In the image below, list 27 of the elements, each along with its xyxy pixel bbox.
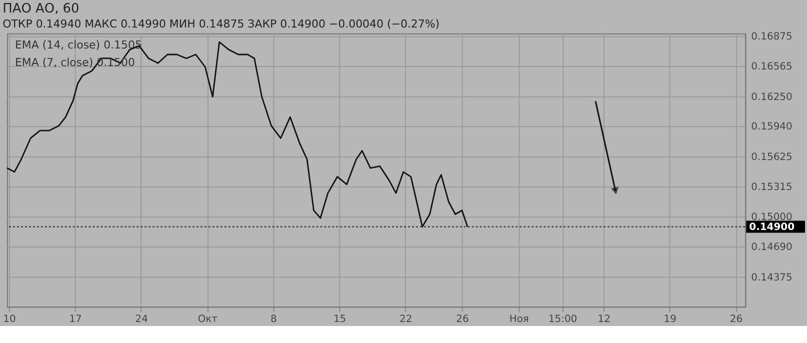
x-tick-label: 26 [730,314,743,326]
x-tick-label: 24 [135,314,148,326]
x-tick-label: 22 [400,314,412,326]
x-tick-label: 15:00 [548,314,578,326]
annotation: EMA (7, close) 0.1500 [14,56,135,70]
y-tick-label: 0.16565 [751,62,792,73]
y-tick-label: 0.15315 [751,182,792,193]
chart-subtitle: ОТКР 0.14940 МАКС 0.14990 МИН 0.14875 ЗАКР 0.14900 −0.00040 (−0.27%) [2,18,440,31]
x-tick-label: 10 [3,314,16,326]
x-tick-label: 19 [664,314,676,326]
y-tick-label: 0.15625 [751,152,792,163]
y-tick-label: 0.14375 [751,272,792,284]
annotation: EMA (14, close) 0.1505 [14,38,142,52]
x-tick-label: 12 [598,314,610,326]
x-tick-label: 8 [270,314,277,326]
ref-line-label: 0.14900 [749,222,795,233]
x-tick-label: Ноя [509,314,529,326]
chart-title: ПАО АО, 60 [2,2,80,17]
y-tick-label: 0.16875 [751,32,792,43]
y-tick-label: 0.14690 [751,242,792,253]
y-tick-label: 0.15000 [751,212,792,224]
y-tick-label: 0.16250 [751,92,792,103]
x-tick-label: 17 [69,314,82,326]
y-tick-label: 0.15940 [751,122,792,133]
x-tick-label: 26 [456,314,469,326]
x-tick-label: 15 [333,314,346,326]
x-tick-label: Окт [198,314,218,326]
